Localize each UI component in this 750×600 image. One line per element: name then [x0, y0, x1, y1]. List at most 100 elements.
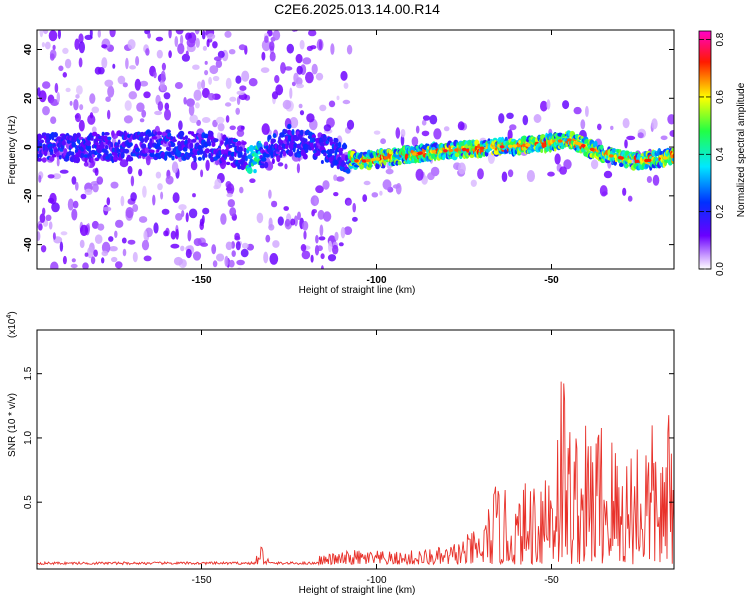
ridge-blob [170, 136, 174, 140]
noise-blob [129, 65, 137, 70]
noise-blob [161, 208, 170, 215]
noise-blob [142, 185, 147, 198]
ridge-blob [105, 145, 109, 150]
noise-blob [201, 79, 206, 90]
noise-blob [189, 114, 198, 124]
noise-blob [69, 100, 73, 106]
noise-blob [296, 65, 303, 75]
noise-blob [335, 176, 345, 182]
noise-blob [225, 115, 230, 123]
ridge-blob [170, 142, 176, 148]
noise-blob [42, 106, 50, 116]
ridge-blob [270, 138, 276, 144]
noise-blob [225, 77, 232, 90]
noise-blob [83, 161, 89, 167]
noise-blob [260, 67, 270, 73]
snr-y-axis-label: SNR (10 * v/v) [7, 393, 18, 457]
noise-blob [115, 261, 123, 269]
snr-series-line [37, 381, 674, 567]
ridge-blob [341, 143, 348, 150]
noise-blob [301, 250, 311, 260]
ridge-blob [279, 153, 283, 158]
noise-blob [457, 162, 466, 175]
noise-blob [185, 248, 192, 259]
noise-blob [224, 30, 232, 38]
noise-blob [506, 112, 514, 120]
spectrogram-axes: -150 -100 -50 40 20 0 -20 -40 [23, 30, 674, 286]
noise-blob [379, 190, 383, 196]
noise-blob [599, 185, 608, 197]
ridge-blob [333, 137, 339, 143]
noise-blob [322, 211, 332, 222]
noise-blob [208, 76, 213, 85]
noise-blob [188, 104, 195, 116]
spectrogram-panel: -150 -100 -50 40 20 0 -20 -40 Height of straigh… [7, 29, 675, 296]
noise-blob [138, 216, 148, 223]
noise-blob [205, 159, 210, 171]
ridge-blob [245, 155, 248, 162]
noise-blob [371, 192, 379, 198]
ridge-blob [85, 140, 91, 147]
spectrogram-frame [36, 29, 675, 270]
noise-blob [275, 84, 284, 96]
noise-blob [297, 211, 301, 221]
ridge-blob [127, 141, 133, 147]
noise-blob [204, 60, 208, 65]
noise-blob [79, 224, 89, 236]
noise-blob [573, 106, 582, 115]
noise-blob [101, 57, 108, 69]
x-tick-label: -100 [366, 575, 386, 586]
noise-blob [300, 244, 307, 252]
noise-blob [97, 30, 101, 38]
noise-blob [303, 230, 307, 240]
noise-blob [197, 81, 202, 90]
noise-blob [624, 139, 628, 149]
ridge-blob [140, 137, 145, 144]
noise-blob [153, 222, 159, 234]
noise-blob [610, 125, 614, 130]
noise-blob [185, 50, 189, 57]
ridge-blob [165, 129, 171, 134]
colorbar-gradient [698, 30, 712, 270]
noise-blob [240, 125, 245, 130]
ridge-blob [243, 147, 247, 153]
noise-blob [125, 57, 129, 70]
noise-blob [421, 119, 427, 126]
noise-blob [101, 44, 108, 49]
noise-blob [217, 50, 225, 59]
snr-y-multiplier: (x104) [6, 311, 18, 338]
noise-blob [155, 171, 162, 179]
ridge-blob [312, 137, 316, 143]
noise-blob [193, 89, 202, 101]
ridge-blob [168, 154, 173, 158]
ridge-blob [37, 157, 43, 162]
noise-blob [240, 248, 249, 258]
ridge-blob [338, 141, 342, 149]
noise-blob [283, 206, 290, 211]
noise-blob [200, 169, 204, 178]
noise-blob [269, 253, 279, 265]
noise-blob [507, 129, 513, 141]
noise-blob [395, 127, 401, 139]
snr-frame [36, 329, 675, 570]
noise-blob [105, 96, 111, 102]
ridge-blob [311, 134, 316, 140]
peak-blob [575, 141, 581, 146]
noise-blob [422, 115, 431, 121]
ridge-blob [593, 140, 598, 147]
noise-blob [248, 78, 258, 87]
ridge-blob [540, 148, 544, 153]
noise-blob [239, 85, 247, 91]
noise-blob [216, 30, 219, 31]
ridge-blob [100, 141, 104, 148]
noise-blob [37, 231, 41, 241]
peak-blob [634, 159, 640, 163]
noise-blob [94, 167, 99, 176]
colorbar-tick-label: 0.6 [715, 90, 726, 104]
ridge-blob [208, 141, 212, 147]
noise-blob [382, 179, 392, 190]
noise-blob [141, 109, 147, 118]
noise-blob [373, 130, 381, 135]
noise-blob [54, 82, 59, 94]
noise-blob [165, 175, 174, 185]
